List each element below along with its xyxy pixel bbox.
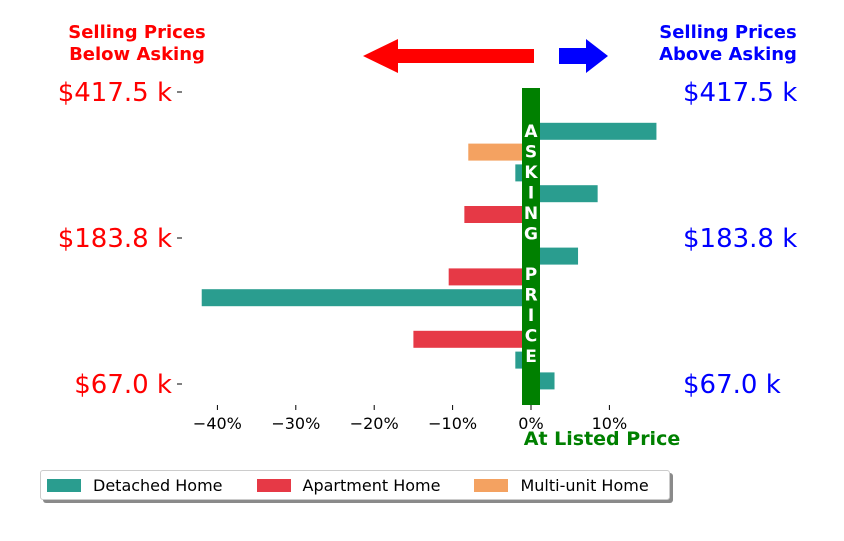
asking-price-letter: S [525, 143, 537, 163]
x-tick-label: 10% [592, 414, 628, 433]
right-arrow-icon [559, 39, 608, 73]
bar-detached-home [531, 122, 657, 140]
price-label-left: $67.0 k [74, 370, 172, 400]
legend-label: Apartment Home [302, 475, 441, 495]
x-axis: −40% −30% −20% −10% 0% 10% [193, 405, 627, 433]
legend-swatch [256, 478, 291, 492]
price-label-right: $417.5 k [683, 78, 797, 108]
asking-price-letter: C [525, 327, 537, 347]
legend-swatch [474, 478, 509, 492]
legend: Detached Home Apartment Home Multi-unit Ho… [40, 470, 670, 500]
asking-price-letter: I [528, 184, 534, 204]
price-label-left: $417.5 k [58, 78, 172, 108]
bar-detached-home [531, 185, 598, 203]
above-asking-title-line2: Above Asking [659, 44, 797, 65]
asking-price-letter: K [524, 163, 538, 183]
asking-price-letter: I [528, 306, 534, 326]
legend-item: Multi-unit Home [474, 475, 649, 495]
legend-item: Apartment Home [256, 475, 441, 495]
above-asking-title-line1: Selling Prices [659, 22, 796, 43]
below-asking-title-line1: Selling Prices [68, 22, 205, 43]
price-label-right: $183.8 k [683, 224, 797, 254]
price-labels: $417.5 k $417.5 k $183.8 k $183.8 k $67.0 k $… [58, 78, 798, 400]
at-listed-price-label: At Listed Price [524, 428, 680, 450]
bars [201, 102, 657, 390]
asking-price-band [522, 88, 540, 405]
asking-price-letter: G [524, 225, 538, 245]
below-asking-title-line2: Below Asking [69, 44, 205, 65]
legend-item: Detached Home [47, 476, 223, 495]
asking-price-letter: P [525, 265, 537, 285]
bar-apartment-home [464, 206, 531, 223]
bar-detached-home [201, 289, 531, 307]
asking-price-letter: R [524, 286, 537, 306]
asking-price-letter: E [525, 347, 537, 367]
x-tick-label: −30% [271, 414, 320, 433]
bar-detached-home [531, 247, 579, 265]
bar-multi-unit-home [468, 143, 531, 161]
asking-price-letter: N [524, 204, 538, 224]
left-arrow-icon [363, 39, 534, 73]
x-tick-label: −40% [193, 414, 242, 433]
x-tick-label: 0% [518, 414, 543, 433]
x-tick-label: −20% [350, 414, 399, 433]
legend-swatch [47, 478, 81, 492]
price-label-left: $183.8 k [58, 224, 172, 254]
bar-apartment-home [413, 330, 531, 348]
legend-label: Detached Home [93, 475, 223, 495]
x-tick-label: −10% [428, 414, 477, 433]
price-label-right: $67.0 k [683, 370, 781, 400]
bar-apartment-home [448, 268, 531, 286]
legend-label: Multi-unit Home [520, 475, 649, 495]
asking-price-letter: A [524, 122, 538, 142]
